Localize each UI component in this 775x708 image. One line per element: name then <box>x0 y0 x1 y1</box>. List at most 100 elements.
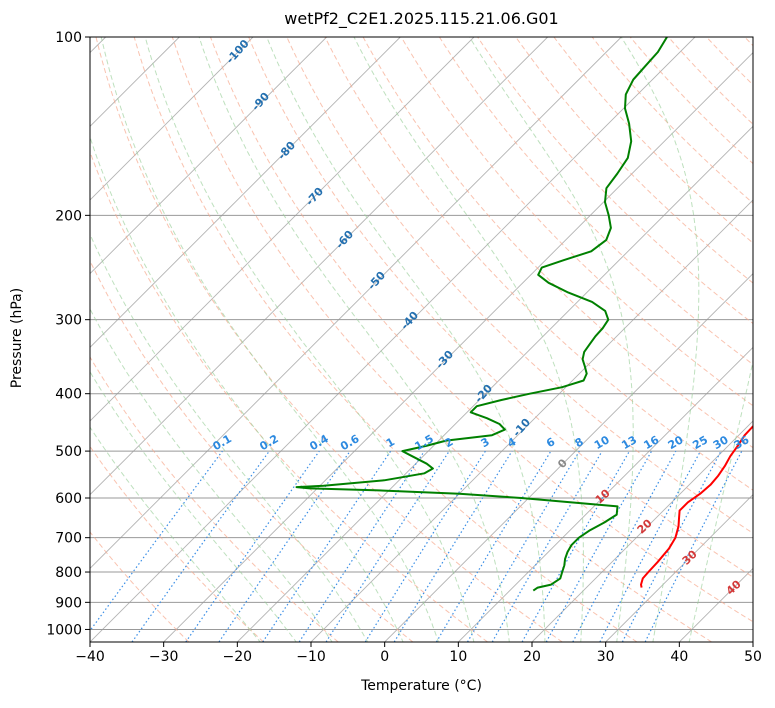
moist-adiabat-line <box>90 426 261 642</box>
y-tick-label: 300 <box>55 313 82 329</box>
x-tick-label: 50 <box>744 649 762 665</box>
y-tick-label: 100 <box>55 30 82 46</box>
mixing-ratio-line <box>325 450 450 642</box>
moist-adiabat-line <box>620 37 700 642</box>
mixing-ratio-label: 2 <box>442 435 455 450</box>
mixing-ratio-label: 16 <box>641 433 661 452</box>
moist-adiabat-line <box>90 135 404 642</box>
dry-adiabat-line <box>90 259 414 642</box>
x-tick-label: 20 <box>523 649 541 665</box>
mixing-ratio-label: 30 <box>711 433 731 452</box>
isotherm-line <box>0 37 32 642</box>
mixing-ratio-line <box>393 450 513 642</box>
dry-adiabat-label: -90 <box>249 90 272 114</box>
dry-adiabat-line <box>133 37 638 642</box>
dry-adiabat-line <box>706 37 753 86</box>
x-tick-label: −30 <box>149 649 179 665</box>
moist-adiabat-line <box>90 232 369 642</box>
mixing-ratio-line <box>262 450 392 642</box>
mixing-ratio-line <box>435 450 552 642</box>
x-tick-label: 40 <box>670 649 688 665</box>
dry-adiabat-label: -100 <box>224 37 252 66</box>
x-tick-label: −10 <box>296 649 326 665</box>
moist-adiabat-line <box>688 358 753 642</box>
mixing-ratio-line <box>298 450 425 642</box>
moist-adiabat-line <box>100 37 440 642</box>
dry-adiabat-line <box>362 37 753 449</box>
dry-adiabat-line <box>515 37 753 284</box>
mixing-ratio-line <box>90 450 223 632</box>
dry-adiabat-label: -40 <box>398 309 421 333</box>
isotherm-line <box>531 420 753 642</box>
y-tick-label: 800 <box>55 565 82 581</box>
dry-adiabat-line <box>668 37 753 125</box>
mixing-ratio-line <box>466 450 580 642</box>
y-tick-label: 500 <box>55 444 82 460</box>
isotherm-line <box>163 52 753 642</box>
dry-adiabat-line <box>591 37 753 204</box>
isotherm-line <box>384 273 753 642</box>
mixing-ratio-label: 1.5 <box>413 432 436 453</box>
dry-adiabat-line <box>90 531 190 642</box>
moist-adiabat-label: 20 <box>635 516 655 536</box>
dry-adiabat-line <box>477 37 753 325</box>
y-tick-label: 700 <box>55 531 82 547</box>
isotherm-line <box>605 494 753 642</box>
isotherm-line <box>237 125 753 642</box>
dry-adiabat-line <box>95 37 563 642</box>
dry-adiabat-line <box>90 150 488 642</box>
mixing-ratio-line <box>218 450 351 642</box>
isotherm-line <box>90 37 548 496</box>
mixing-ratio-label: 10 <box>592 433 612 452</box>
isotherm-line <box>752 641 753 642</box>
isotherm-line <box>458 346 753 642</box>
x-tick-label: 0 <box>380 649 389 665</box>
mixing-ratio-label: 25 <box>690 433 710 452</box>
x-tick-label: 30 <box>597 649 615 665</box>
isotherm-line <box>90 37 401 348</box>
dry-adiabat-line <box>438 37 753 366</box>
isotherm-line <box>310 199 753 642</box>
mixing-ratio-label: 1 <box>384 435 397 450</box>
mixing-ratio-line <box>572 450 677 642</box>
mixing-ratio-line <box>621 450 722 642</box>
moist-adiabat-line <box>198 37 510 642</box>
dry-adiabat-line <box>248 37 753 578</box>
dry-adiabat-label: -30 <box>433 348 456 372</box>
y-tick-label: 900 <box>55 595 82 611</box>
y-tick-label: 200 <box>55 208 82 224</box>
mixing-ratio-label: 0.6 <box>338 432 362 453</box>
moist-adiabat-line <box>469 37 634 642</box>
dry-adiabat-line <box>90 445 264 642</box>
moist-adiabat-line <box>144 37 475 642</box>
dry-adiabat-line <box>744 37 753 47</box>
dry-adiabat-line <box>400 37 753 407</box>
mixing-ratio-label: 6 <box>544 435 557 450</box>
dry-adiabat-line <box>324 37 753 491</box>
chart-title: wetPf2_C2E1.2025.115.21.06.G01 <box>284 9 559 28</box>
dry-adiabat-line <box>210 37 753 623</box>
mixing-ratio-line <box>644 450 743 642</box>
temperature-profile-line <box>640 424 753 588</box>
mixing-ratio-label: 0.1 <box>210 432 233 453</box>
isotherm-line <box>90 37 254 201</box>
dry-adiabat-line <box>90 356 339 642</box>
isotherm-line <box>90 37 622 569</box>
mixing-ratio-label: 3 <box>479 435 492 450</box>
mixing-ratio-label: 13 <box>619 433 639 452</box>
dry-adiabat-line <box>171 37 712 642</box>
moist-adiabat-line <box>353 37 584 642</box>
x-tick-label: 10 <box>449 649 467 665</box>
mixing-ratio-label: 20 <box>666 433 686 452</box>
dewpoint-profile-line <box>295 37 668 592</box>
isotherm-line <box>90 37 696 642</box>
plot-area <box>0 37 753 642</box>
dry-adiabat-label: -10 <box>510 416 533 440</box>
isotherm-line <box>90 37 327 275</box>
dry-adiabat-label: -50 <box>365 269 388 293</box>
dry-adiabat-line <box>553 37 753 244</box>
y-tick-label: 400 <box>55 387 82 403</box>
mixing-ratio-line <box>599 450 702 642</box>
